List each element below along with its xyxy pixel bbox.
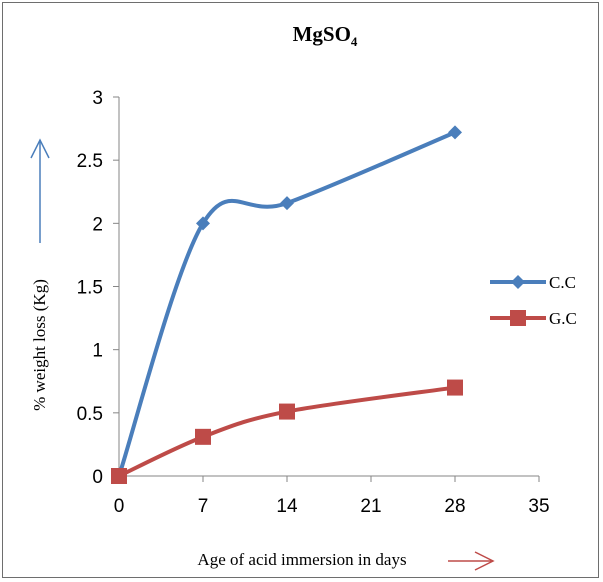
series-lines	[117, 130, 457, 478]
series-line-c-c	[117, 130, 457, 478]
x-tick-label: 0	[114, 496, 125, 517]
legend: C.C G.C	[490, 273, 577, 328]
data-point-g-c	[279, 403, 295, 420]
y-tick-label: 1	[92, 341, 103, 362]
y-arrow-head	[30, 138, 50, 159]
x-arrow-head	[474, 551, 495, 571]
x-tick-label: 7	[198, 496, 209, 517]
x-tick-label: 35	[528, 496, 549, 517]
chart-frame	[2, 2, 599, 578]
data-point-c-c	[448, 125, 462, 140]
series-line-g-c	[117, 385, 457, 478]
x-tick-label: 21	[360, 496, 381, 517]
data-point-g-c	[195, 428, 211, 445]
x-tick-label: 14	[276, 496, 298, 517]
data-point-g-c	[447, 379, 463, 396]
y-tick-label: 0.5	[77, 404, 103, 425]
y-tick-label: 2.5	[77, 151, 103, 172]
y-tick-label: 0	[92, 467, 103, 488]
data-point-c-c	[280, 196, 294, 211]
y-tick-label: 1.5	[77, 278, 103, 299]
x-axis-arrow	[448, 551, 495, 571]
legend-marker-g-c	[510, 310, 526, 326]
y-tick-label: 3	[92, 88, 103, 109]
data-point-g-c	[111, 468, 127, 484]
series-markers	[111, 125, 463, 484]
y-tick-label: 2	[92, 214, 103, 235]
x-tick-label: 28	[444, 496, 465, 517]
data-point-c-c	[196, 216, 210, 231]
tick-labels: 0 0.5 1 1.5 2 2.5 3 0 7 14 21 28 35	[77, 88, 550, 517]
y-axis-label: % weight loss (Kg)	[30, 279, 49, 411]
chart-title: MgSO4	[293, 22, 358, 49]
legend-marker-c-c	[511, 275, 525, 289]
x-axis-label: Age of acid immersion in days	[197, 550, 406, 569]
legend-label-c-c: C.C	[549, 273, 576, 292]
y-axis-arrow	[30, 138, 50, 243]
legend-label-g-c: G.C	[549, 309, 577, 328]
